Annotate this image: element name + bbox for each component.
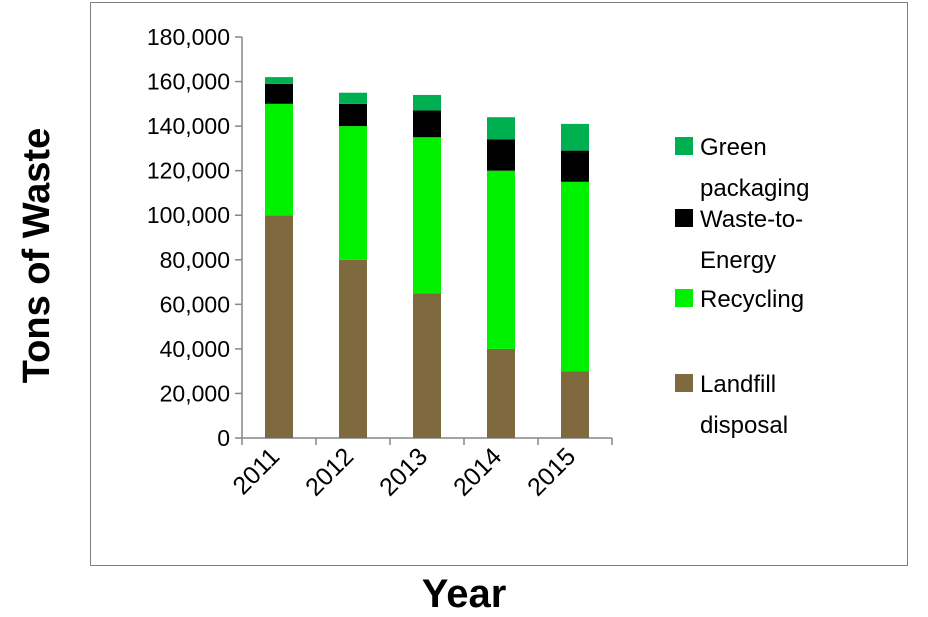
bar-green-packaging-2014 <box>487 117 515 140</box>
y-axis-title-wrap: Tons of Waste <box>12 95 64 415</box>
plot-area: 0 20,000 40,000 60,000 80,000 100,000 120,000 1… <box>147 24 613 502</box>
y-axis-title: Tons of Waste <box>16 127 59 383</box>
bar-green-packaging-2012 <box>339 92 367 104</box>
legend-swatch-landfill-disposal <box>675 374 693 392</box>
legend-label: Recycling <box>700 286 804 313</box>
y-tick-label: 140,000 <box>147 113 230 139</box>
y-tick-label: 0 <box>217 425 230 451</box>
bar-waste-to-energy-2013 <box>413 110 441 138</box>
bar-green-packaging-2015 <box>561 123 589 151</box>
legend-label: Energy <box>700 247 776 274</box>
bar-landfill-disposal-2013 <box>413 293 441 438</box>
legend-swatch-recycling <box>675 289 693 307</box>
y-tick-label: 180,000 <box>147 24 230 50</box>
x-tick-label: 2012 <box>300 442 359 501</box>
bar-landfill-disposal-2011 <box>265 215 293 438</box>
bar-recycling-2013 <box>413 137 441 294</box>
y-tick-label: 100,000 <box>147 202 230 228</box>
bar-landfill-disposal-2014 <box>487 348 515 438</box>
y-tick-label: 160,000 <box>147 69 230 95</box>
legend-label: Green <box>700 134 767 161</box>
x-tick-label: 2011 <box>227 442 285 500</box>
y-tick-label: 20,000 <box>160 380 230 406</box>
bar-recycling-2012 <box>339 126 367 260</box>
bar-waste-to-energy-2011 <box>265 83 293 104</box>
bar-green-packaging-2013 <box>413 94 441 111</box>
bar-landfill-disposal-2012 <box>339 259 367 438</box>
y-tick-label: 40,000 <box>160 336 230 362</box>
legend-label: Landfill <box>700 371 776 398</box>
bar-green-packaging-2011 <box>265 77 293 84</box>
y-tick-label: 60,000 <box>160 291 230 317</box>
bar-waste-to-energy-2012 <box>339 103 367 127</box>
legend-label: packaging <box>700 175 809 202</box>
y-tick-label: 120,000 <box>147 158 230 184</box>
bar-recycling-2011 <box>265 103 293 216</box>
x-tick-label: 2015 <box>522 442 581 501</box>
bar-recycling-2014 <box>487 170 515 349</box>
legend-swatch-waste-to-energy <box>675 209 693 227</box>
legend-label: Waste-to- <box>700 206 803 233</box>
x-axis-title: Year <box>421 572 507 616</box>
legend-label: disposal <box>700 412 788 439</box>
x-tick-label: 2014 <box>448 442 507 501</box>
bar-recycling-2015 <box>561 181 589 372</box>
legend: Green packaging Waste-to- Energy Recycling La… <box>675 134 809 439</box>
y-tick-label: 80,000 <box>160 247 230 273</box>
bar-waste-to-energy-2014 <box>487 139 515 171</box>
x-tick-label: 2013 <box>374 442 433 501</box>
legend-swatch-green-packaging <box>675 137 693 155</box>
bar-landfill-disposal-2015 <box>561 371 589 438</box>
bar-waste-to-energy-2015 <box>561 150 589 182</box>
